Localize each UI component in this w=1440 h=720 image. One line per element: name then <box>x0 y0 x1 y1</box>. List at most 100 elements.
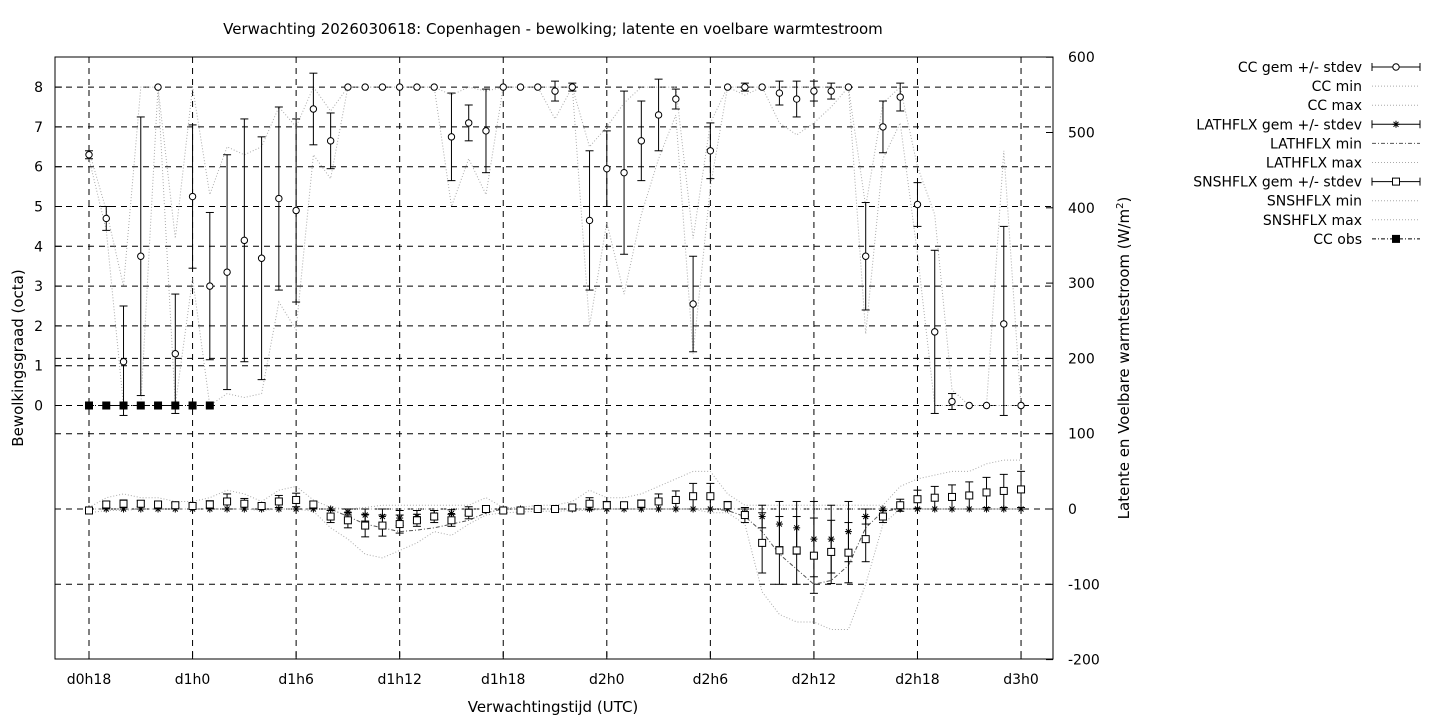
y2-tick-label: -100 <box>1068 577 1100 593</box>
legend-label: LATHFLX min <box>1270 136 1362 152</box>
y2-tick-label: 600 <box>1068 50 1095 66</box>
cc-point <box>344 83 352 91</box>
y2-tick-label: 400 <box>1068 201 1095 217</box>
snshflx-point <box>913 495 922 504</box>
snshflx-point <box>999 486 1008 495</box>
cc-point <box>931 328 939 336</box>
legend-label: SNSHFLX gem +/- stdev <box>1193 175 1362 191</box>
y2-tick-label: 500 <box>1068 126 1095 142</box>
snshflx-point <box>171 501 180 510</box>
cc-point <box>862 252 870 260</box>
y2-tick-label: 200 <box>1068 351 1095 367</box>
snshflx-point <box>533 505 542 513</box>
legend: CC gem +/- stdev CC min CC max LATHFLX gem … <box>1193 60 1421 248</box>
cc-point <box>1017 401 1025 410</box>
cc-point <box>896 93 904 101</box>
cc-point <box>741 83 749 91</box>
snshflx-point <box>205 500 214 509</box>
snshflx-point <box>965 491 974 500</box>
cc-point <box>257 254 266 262</box>
snshflx-point <box>723 501 732 510</box>
snshflx-point <box>551 505 560 513</box>
y-axis-ticks: 0 1 2 3 4 5 6 7 8 <box>34 80 62 415</box>
snshflx-point <box>878 512 887 521</box>
legend-marker <box>1392 177 1400 186</box>
cc-point <box>637 137 646 145</box>
x-tick-label: d1h12 <box>377 672 421 688</box>
y-tick-label: 6 <box>34 160 43 176</box>
y2-tick-label: 300 <box>1068 276 1095 292</box>
cc-point <box>792 95 801 103</box>
y2-tick-label: -200 <box>1068 653 1100 669</box>
snshflx-point <box>223 497 232 506</box>
cc-obs-point <box>102 401 111 410</box>
cc-point <box>844 83 853 91</box>
cc-obs-point <box>154 401 163 410</box>
cc-obs-point <box>119 401 128 410</box>
cc-point <box>603 164 611 173</box>
legend-marker <box>1392 234 1400 243</box>
cc-point <box>482 127 490 135</box>
chart-title: Verwachting 2026030618: Copenhagen - bew… <box>223 20 883 38</box>
legend-entry: LATHFLX max <box>1266 156 1420 172</box>
cc-point <box>119 358 128 366</box>
snshflx-point <box>412 516 421 525</box>
x-axis-label: Verwachtingstijd (UTC) <box>468 698 639 716</box>
legend-label: CC gem +/- stdev <box>1238 60 1362 76</box>
legend-entry: CC max <box>1307 98 1420 114</box>
cc-point <box>654 111 663 119</box>
plot-frame <box>54 56 1054 660</box>
legend-marker <box>1393 121 1399 128</box>
snshflx-point <box>896 501 905 510</box>
cc-point <box>102 214 110 223</box>
cc-obs-point <box>85 401 93 410</box>
cc-point <box>706 147 715 155</box>
snshflx-point <box>395 520 404 529</box>
legend-label: CC max <box>1307 98 1362 114</box>
legend-label: LATHFLX max <box>1266 156 1362 172</box>
legend-marker <box>1392 63 1400 71</box>
cc-point <box>879 123 887 131</box>
cc-point <box>378 83 387 91</box>
snshflx-point <box>585 499 594 508</box>
cc-point <box>465 119 473 127</box>
legend-label: CC min <box>1312 79 1362 95</box>
snshflx-point <box>378 521 387 530</box>
snshflx-point <box>602 501 611 510</box>
y-tick-label: 1 <box>34 359 43 375</box>
y-tick-label: 8 <box>34 80 43 96</box>
cc-point <box>137 252 145 260</box>
cc-point <box>982 401 991 410</box>
y2-axis-ticks: -200 -100 0 100 200 300 400 500 600 <box>1046 50 1100 669</box>
snshflx-point <box>481 505 490 513</box>
x-tick-label: d2h0 <box>589 672 625 688</box>
snshflx-point <box>292 495 301 504</box>
snshflx-point <box>930 493 939 502</box>
snshflx-point <box>464 508 473 517</box>
snshflx-point <box>119 499 128 508</box>
snshflx-point <box>136 499 145 508</box>
snshflx-point <box>309 500 318 509</box>
cc-point <box>758 83 766 91</box>
snshflx-point <box>706 492 715 501</box>
snshflx-point <box>775 546 784 555</box>
cc-point <box>206 282 214 290</box>
cc-point <box>620 168 628 177</box>
cc-point <box>775 89 784 97</box>
cc-point <box>499 83 507 91</box>
snshflx-point <box>188 501 197 510</box>
snshflx-point <box>844 548 853 557</box>
cc-point <box>275 194 283 203</box>
snshflx-point <box>809 551 818 560</box>
x-tick-label: d1h18 <box>481 672 525 688</box>
x-tick-label: d2h12 <box>792 672 836 688</box>
x-tick-label: d0h18 <box>67 672 111 688</box>
snshflx-point <box>637 499 646 508</box>
cc-point <box>223 268 231 276</box>
lathflx-point <box>292 505 300 513</box>
snshflx-point <box>1017 485 1026 494</box>
snshflx-point <box>620 501 629 510</box>
snshflx-point <box>361 521 370 530</box>
legend-entry: SNSHFLX gem +/- stdev <box>1193 175 1421 191</box>
cc-obs-point <box>205 401 214 410</box>
